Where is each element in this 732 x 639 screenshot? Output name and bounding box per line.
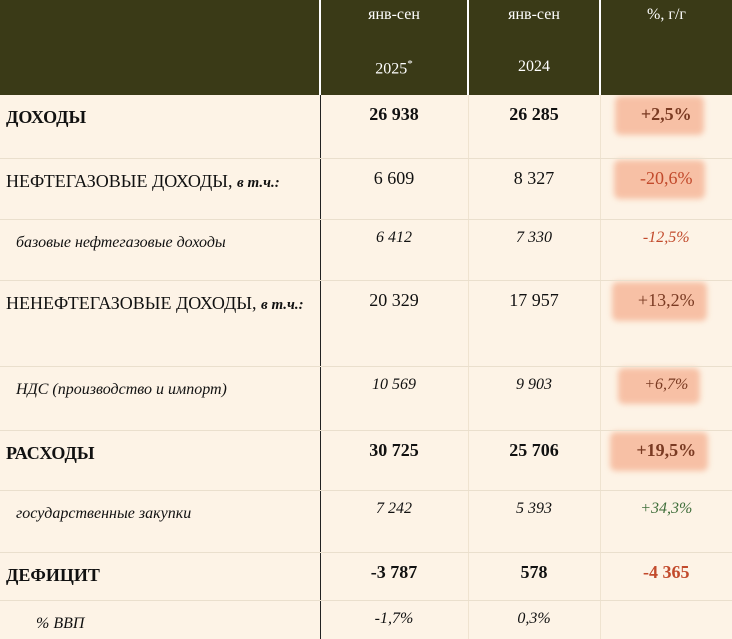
change: +6,7% bbox=[644, 375, 689, 393]
cell bbox=[599, 600, 732, 639]
year: 2024 bbox=[518, 58, 550, 75]
row: НЕНЕФТЕГАЗОВЫЕ ДОХОДЫ, в т.ч.: 20 329 17… bbox=[0, 280, 732, 367]
cell: +2,5% bbox=[599, 95, 732, 159]
header-text: янв-сен bbox=[508, 6, 560, 23]
row: базовые нефтегазовые доходы 6 412 7 330 … bbox=[0, 219, 732, 281]
header-text: янв-сен bbox=[368, 6, 420, 23]
cell: 9 903 bbox=[467, 366, 600, 431]
cell: 26 285 bbox=[467, 95, 600, 159]
cell: 6 412 bbox=[319, 219, 468, 281]
col-header: %, г/г bbox=[599, 0, 732, 95]
cell: 20 329 bbox=[319, 280, 468, 367]
cell: +19,5% bbox=[599, 430, 732, 491]
cell: 30 725 bbox=[319, 430, 468, 491]
cell: 17 957 bbox=[467, 280, 600, 367]
cell: 7 242 bbox=[319, 490, 468, 553]
change: -20,6% bbox=[640, 167, 693, 188]
row-label: государственные закупки bbox=[0, 490, 321, 553]
cell: +34,3% bbox=[599, 490, 732, 553]
header-row: янв-сен 2025* янв-сен 2024 %, г/г bbox=[0, 0, 732, 95]
row: РАСХОДЫ 30 725 25 706 +19,5% bbox=[0, 430, 732, 491]
row: государственные закупки 7 242 5 393 +34,… bbox=[0, 490, 732, 553]
cell: 0,3% bbox=[467, 600, 600, 639]
row-label: НЕНЕФТЕГАЗОВЫЕ ДОХОДЫ, в т.ч.: bbox=[0, 280, 321, 367]
cell: 7 330 bbox=[467, 219, 600, 281]
year: 2025 bbox=[375, 60, 408, 78]
col-header: янв-сен 2024 bbox=[467, 0, 600, 95]
change: +2,5% bbox=[640, 104, 692, 124]
cell: -3 787 bbox=[319, 552, 468, 601]
cell: 26 938 bbox=[319, 95, 468, 159]
cell: +13,2% bbox=[599, 280, 732, 367]
change: +19,5% bbox=[636, 439, 697, 460]
cell: -12,5% bbox=[599, 219, 732, 281]
row-label: % ВВП bbox=[0, 600, 321, 639]
label-text: НЕФТЕГАЗОВЫЕ ДОХОДЫ, bbox=[6, 170, 233, 191]
corner bbox=[0, 0, 320, 95]
row: ДЕФИЦИТ -3 787 578 -4 365 bbox=[0, 552, 732, 601]
cell: 5 393 bbox=[467, 490, 600, 553]
cell: 25 706 bbox=[467, 430, 600, 491]
cell: -1,7% bbox=[319, 600, 468, 639]
footnote-mark: * bbox=[407, 58, 413, 70]
cell: 8 327 bbox=[467, 158, 600, 220]
row-label: РАСХОДЫ bbox=[0, 430, 321, 491]
header-text: %, г/г bbox=[647, 6, 686, 23]
row-label: НЕФТЕГАЗОВЫЕ ДОХОДЫ, в т.ч.: bbox=[0, 158, 321, 220]
row-label: НДС (производство и импорт) bbox=[0, 366, 321, 431]
row-label: ДЕФИЦИТ bbox=[0, 552, 321, 601]
label-note: в т.ч.: bbox=[261, 296, 304, 313]
row-label: базовые нефтегазовые доходы bbox=[0, 219, 321, 281]
change: +13,2% bbox=[637, 289, 695, 310]
row: НДС (производство и импорт) 10 569 9 903… bbox=[0, 366, 732, 431]
row: ДОХОДЫ 26 938 26 285 +2,5% bbox=[0, 95, 732, 159]
row: НЕФТЕГАЗОВЫЕ ДОХОДЫ, в т.ч.: 6 609 8 327… bbox=[0, 158, 732, 220]
cell: 578 bbox=[467, 552, 600, 601]
col-header: янв-сен 2025* bbox=[319, 0, 468, 95]
label-note: в т.ч.: bbox=[237, 174, 280, 191]
row-label: ДОХОДЫ bbox=[0, 95, 321, 159]
header-year: 2025* bbox=[321, 58, 467, 78]
cell: 6 609 bbox=[319, 158, 468, 220]
cell: 10 569 bbox=[319, 366, 468, 431]
cell: -4 365 bbox=[599, 552, 732, 601]
label-text: НЕНЕФТЕГАЗОВЫЕ ДОХОДЫ, bbox=[6, 292, 257, 313]
cell: +6,7% bbox=[599, 366, 732, 431]
row: % ВВП -1,7% 0,3% bbox=[0, 600, 732, 639]
cell: -20,6% bbox=[599, 158, 732, 220]
